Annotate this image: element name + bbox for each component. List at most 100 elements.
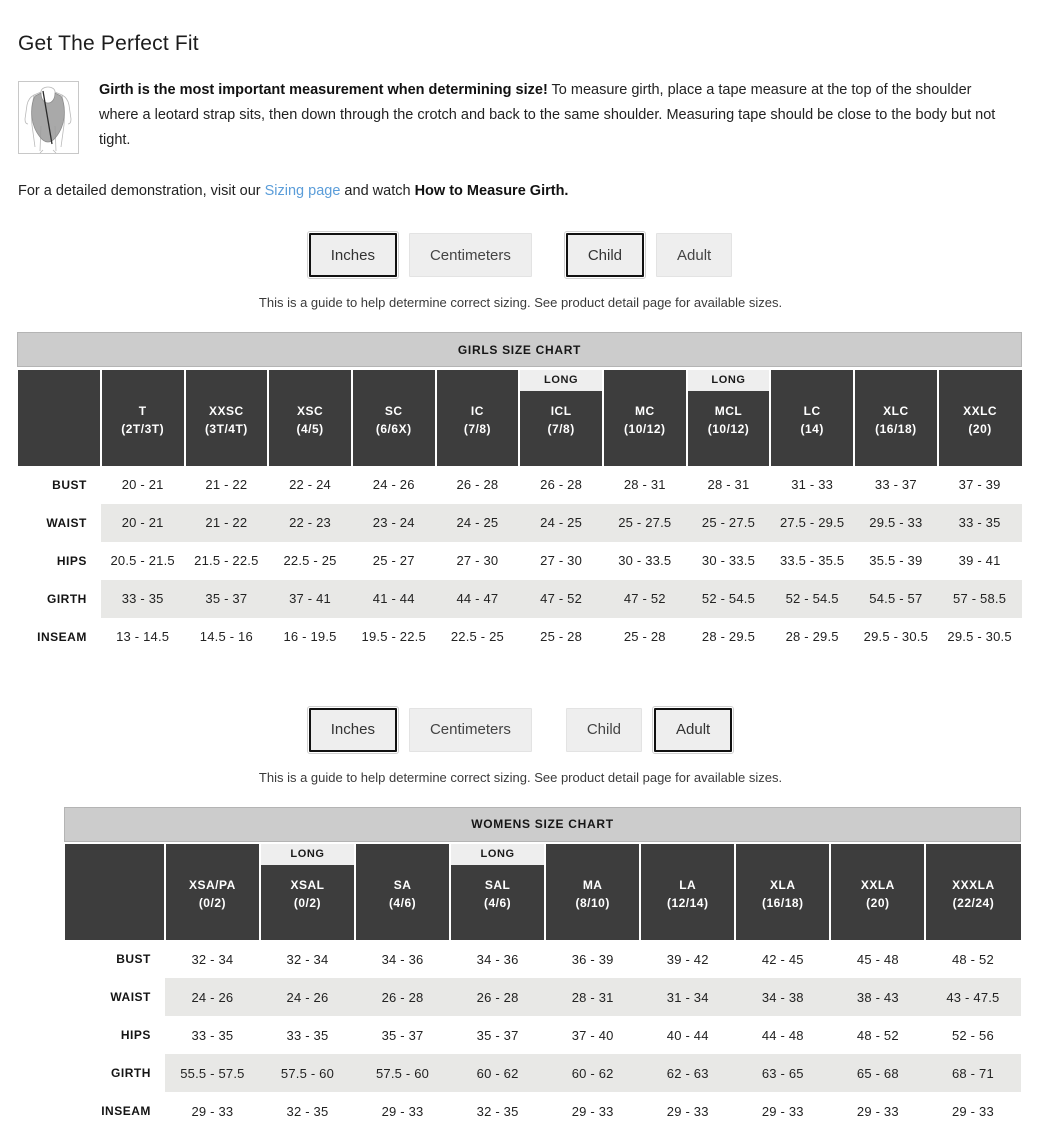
girls-cell-inseam-lc: 28 - 29.5 — [770, 617, 855, 656]
womens-row-label-bust: BUST — [116, 952, 151, 967]
womens-age-child-button[interactable]: Child — [565, 707, 643, 752]
size-range: (0/2) — [198, 896, 226, 911]
girls-cell-waist-icl: 24 - 25 — [519, 503, 603, 542]
girls-cell-hips-mc: 30 - 33.5 — [602, 541, 687, 580]
girls-cell-girth-mc: 47 - 52 — [602, 579, 687, 618]
size-range: (7/8) — [463, 421, 492, 436]
girls-cell-bust-lc: 31 - 33 — [770, 465, 855, 504]
girls-cell-bust-sc: 24 - 26 — [351, 465, 436, 504]
girls-cell-bust-xxlc: 37 - 39 — [937, 465, 1022, 504]
girls-cell-girth-mcl: 52 - 54.5 — [686, 579, 771, 618]
girls-cell-girth-t: 33 - 35 — [100, 579, 185, 618]
womens-cell-inseam-xsa-pa: 29 - 33 — [164, 1092, 260, 1130]
size-range: (4/6) — [484, 896, 512, 911]
womens-cell-bust-sa: 34 - 36 — [355, 940, 451, 979]
girls-unit-inches-button[interactable]: Inches — [306, 231, 399, 280]
girls-cell-waist-xlc: 29.5 - 33 — [854, 503, 938, 542]
girls-cell-bust-xsc: 22 - 24 — [268, 465, 352, 504]
womens-cell-girth-xla: 63 - 65 — [735, 1054, 831, 1093]
womens-cell-hips-xxxla: 52 - 56 — [925, 1016, 1021, 1055]
girls-cell-girth-xxsc: 35 - 37 — [184, 579, 269, 618]
womens-cell-hips-sal: 35 - 37 — [450, 1016, 546, 1055]
girls-long-tag-5: LONG — [520, 369, 602, 391]
size-range: (0/2) — [293, 896, 322, 911]
womens-row-label-hips: HIPS — [120, 1028, 151, 1043]
womens-cell-inseam-xxla: 29 - 33 — [830, 1092, 926, 1130]
womens-unit-centimeters-button[interactable]: Centimeters — [408, 707, 532, 752]
girls-column-header-xxlc: XXLC (20) — [937, 369, 1022, 466]
womens-long-tag-3: LONG — [451, 844, 545, 866]
girls-cell-waist-t: 20 - 21 — [100, 503, 185, 542]
womens-header-corner — [64, 844, 166, 941]
womens-cell-waist-ma: 28 - 31 — [545, 978, 641, 1017]
girls-cell-inseam-xsc: 16 - 19.5 — [268, 617, 352, 656]
womens-age-adult-button[interactable]: Adult — [652, 705, 735, 754]
girls-unit-centimeters-button[interactable]: Centimeters — [408, 233, 532, 278]
girls-column-header-mc: MC (10/12) — [602, 369, 688, 466]
girth-description: Girth is the most important measurement … — [79, 78, 1004, 153]
womens-cell-girth-la: 62 - 63 — [640, 1054, 736, 1093]
girls-cell-hips-xxsc: 21.5 - 22.5 — [184, 541, 269, 580]
girls-row-label-waist: WAIST — [46, 515, 87, 530]
girls-long-tag-7: LONG — [687, 369, 770, 391]
womens-row-label-inseam: INSEAM — [101, 1104, 151, 1119]
womens-cell-waist-xsa-pa: 24 - 26 — [164, 978, 260, 1017]
girls-cell-waist-lc: 27.5 - 29.5 — [770, 503, 855, 542]
womens-row-label-waist: WAIST — [110, 990, 151, 1005]
girls-column-header-sc: SC (6/6X) — [351, 369, 437, 466]
size-range: (16/18) — [875, 421, 917, 436]
womens-column-header-xxla: XXLA (20) — [830, 844, 927, 941]
girls-cell-hips-ic: 27 - 30 — [435, 541, 520, 580]
womens-cell-bust-xxxla: 48 - 52 — [925, 940, 1021, 979]
girls-size-chart-table: GIRLS SIZE CHART T (2T/3T) XXSC (3T/4T) XSC (… — [17, 332, 1022, 656]
girls-column-header-ic: IC (7/8) — [435, 369, 521, 466]
size-range: (14) — [800, 421, 824, 436]
size-range: (6/6X) — [375, 421, 412, 436]
womens-age-toggle-group: Child Adult — [565, 705, 735, 754]
size-code: XXXLA — [952, 878, 995, 893]
size-code: MC — [634, 403, 655, 418]
womens-chart-body: BUST 32 - 34 32 - 34 34 - 36 34 - 36 36 - 39 3… — [65, 940, 1021, 1130]
girls-cell-inseam-xlc: 29.5 - 30.5 — [854, 617, 938, 656]
demonstration-prefix: For a detailed demonstration, visit our — [18, 183, 265, 199]
girls-cell-bust-xxsc: 21 - 22 — [184, 465, 269, 504]
girls-cell-hips-sc: 25 - 27 — [351, 541, 436, 580]
womens-cell-inseam-xsal: 32 - 35 — [259, 1092, 355, 1130]
girls-cell-hips-t: 20.5 - 21.5 — [100, 541, 185, 580]
girls-toggle-row: Inches Centimeters Child Adult — [0, 231, 1041, 280]
table-row: WAIST 24 - 26 24 - 26 26 - 28 26 - 28 28 - 31… — [65, 978, 1021, 1017]
womens-column-header-la: LA (12/14) — [640, 844, 737, 941]
womens-cell-hips-sa: 35 - 37 — [355, 1016, 451, 1055]
womens-unit-inches-button[interactable]: Inches — [306, 705, 399, 754]
size-code: XSC — [296, 403, 324, 418]
womens-cell-waist-xsal: 24 - 26 — [259, 978, 355, 1017]
womens-cell-waist-xxxla: 43 - 47.5 — [925, 978, 1021, 1017]
size-range: (12/14) — [666, 896, 709, 911]
table-row: INSEAM 29 - 33 32 - 35 29 - 33 32 - 35 29 - 3… — [65, 1092, 1021, 1130]
girls-age-adult-button[interactable]: Adult — [656, 233, 733, 278]
girls-cell-bust-ic: 26 - 28 — [435, 465, 520, 504]
womens-row-label-girth: GIRTH — [111, 1066, 151, 1081]
girls-cell-inseam-xxlc: 29.5 - 30.5 — [937, 617, 1022, 656]
womens-cell-hips-xsal: 33 - 35 — [259, 1016, 355, 1055]
womens-cell-girth-xxxla: 68 - 71 — [925, 1054, 1021, 1093]
girls-chart-title: GIRLS SIZE CHART — [17, 332, 1022, 368]
womens-cell-girth-ma: 60 - 62 — [545, 1054, 641, 1093]
womens-cell-bust-la: 39 - 42 — [640, 940, 736, 979]
girls-age-child-button[interactable]: Child — [563, 231, 647, 280]
girls-column-header-t: T (2T/3T) — [100, 369, 186, 466]
sizing-page-link[interactable]: Sizing page — [264, 183, 341, 199]
womens-cell-girth-xsa-pa: 55.5 - 57.5 — [164, 1054, 260, 1093]
womens-cell-hips-xxla: 48 - 52 — [830, 1016, 926, 1055]
girls-cell-inseam-ic: 22.5 - 25 — [435, 617, 520, 656]
size-code: ICL — [550, 403, 572, 418]
girls-cell-inseam-xxsc: 14.5 - 16 — [184, 617, 269, 656]
girls-cell-girth-sc: 41 - 44 — [351, 579, 436, 618]
table-row: BUST 20 - 21 21 - 22 22 - 24 24 - 26 26 - 28 2… — [18, 465, 1022, 504]
girls-header-corner — [17, 369, 102, 466]
womens-toggle-row: Inches Centimeters Child Adult — [0, 705, 1041, 754]
size-code: XXLA — [860, 878, 895, 893]
size-code: XSA/PA — [189, 878, 236, 893]
womens-size-chart-table: WOMENS SIZE CHART XSA/PA (0/2) LONG XSAL (0/… — [64, 806, 1021, 1130]
